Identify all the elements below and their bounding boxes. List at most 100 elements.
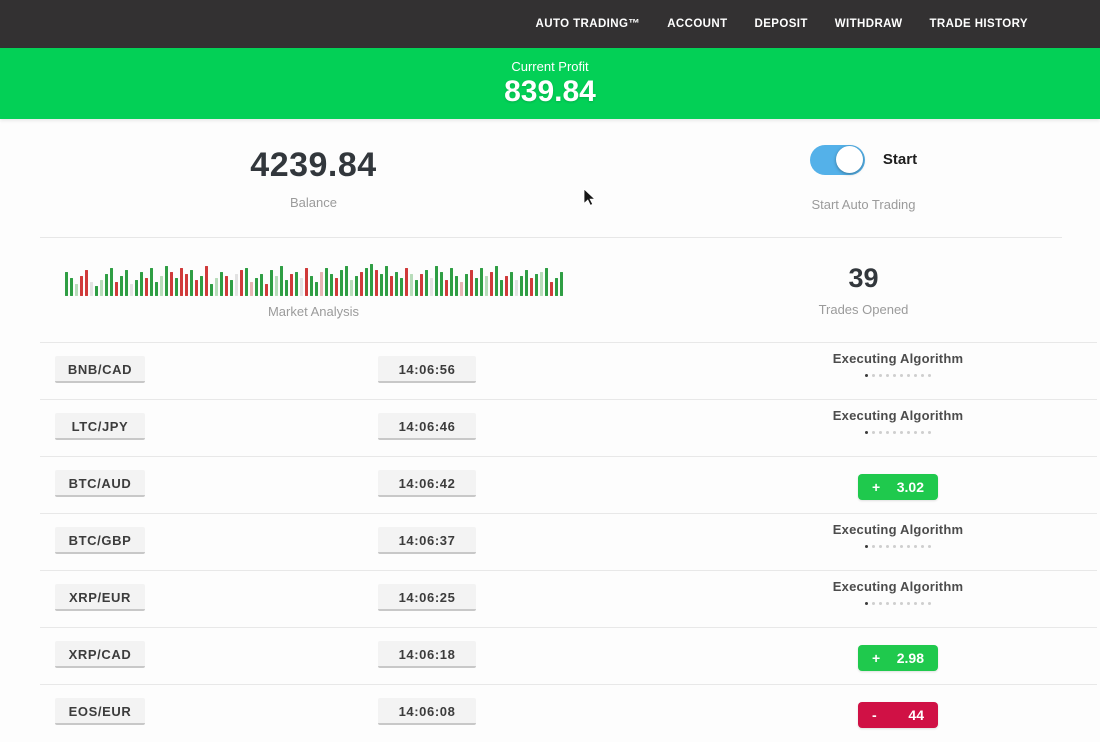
time-badge: 14:06:18 <box>378 641 476 668</box>
market-bar <box>229 279 233 296</box>
progress-dots <box>865 374 931 377</box>
market-bar <box>359 271 363 296</box>
time-badge: 14:06:42 <box>378 470 476 497</box>
nav-item-deposit[interactable]: DEPOSIT <box>754 18 808 30</box>
market-bar <box>204 265 208 296</box>
market-bar <box>394 271 398 296</box>
market-bar <box>384 265 388 296</box>
profit-banner-label: Current Profit <box>511 59 589 74</box>
market-bar <box>99 279 103 296</box>
market-bar <box>374 269 378 296</box>
toggle-label: Start <box>882 151 918 168</box>
market-bar <box>544 267 548 296</box>
market-bar <box>109 267 113 296</box>
market-bar <box>119 275 123 296</box>
market-row: Market Analysis 39 Trades Opened <box>0 238 1100 342</box>
market-bar <box>329 273 333 296</box>
market-analysis-chart <box>64 262 563 296</box>
market-bar <box>124 269 128 296</box>
executing-status-label: Executing Algorithm <box>832 579 964 594</box>
market-bar <box>364 267 368 296</box>
nav-item-account[interactable]: ACCOUNT <box>667 18 728 30</box>
market-bar <box>149 267 153 296</box>
market-bar <box>439 271 443 296</box>
section-divider <box>40 237 1062 238</box>
result-sign: + <box>872 479 881 495</box>
pair-badge: BTC/GBP <box>55 527 145 554</box>
auto-trading-toggle[interactable] <box>809 144 865 175</box>
pair-badge: XRP/EUR <box>55 584 145 611</box>
market-bar <box>179 267 183 296</box>
market-bar <box>134 279 138 296</box>
market-bar <box>334 277 338 296</box>
market-bar <box>344 265 348 296</box>
market-bar <box>174 277 178 296</box>
market-bar <box>534 273 538 296</box>
market-bar <box>504 275 508 296</box>
table-row: EOS/EUR 14:06:08 - 44 <box>0 684 1100 741</box>
result-amount: 3.02 <box>896 479 924 495</box>
time-badge: 14:06:37 <box>378 527 476 554</box>
market-bar <box>379 273 383 296</box>
market-bar <box>449 267 453 296</box>
status-cell: Executing Algorithm <box>758 522 1038 548</box>
market-bar <box>519 275 523 296</box>
market-bar <box>409 273 413 296</box>
market-bar <box>324 267 328 296</box>
market-bar <box>169 271 173 296</box>
market-bar <box>419 273 423 296</box>
market-bar <box>259 273 263 296</box>
profit-badge: +2.98 <box>858 645 938 671</box>
market-bar <box>264 283 268 296</box>
result-amount: 2.98 <box>896 650 924 666</box>
table-row: BTC/AUD 14:06:42 +3.02 <box>0 456 1100 513</box>
status-cell: Executing Algorithm <box>758 351 1038 377</box>
market-bar <box>159 275 163 296</box>
market-bar <box>499 279 503 296</box>
market-bar <box>234 273 238 296</box>
market-bar <box>239 269 243 296</box>
balance-value: 4239.84 <box>250 146 377 184</box>
market-bar <box>94 285 98 296</box>
pair-badge: LTC/JPY <box>55 413 145 440</box>
market-bar <box>64 271 68 296</box>
market-bar <box>464 273 468 296</box>
executing-status-label: Executing Algorithm <box>832 408 964 423</box>
market-bar <box>224 275 228 296</box>
market-bar <box>469 269 473 296</box>
status-cell: Executing Algorithm <box>758 408 1038 434</box>
market-bar <box>304 267 308 296</box>
market-bar <box>509 271 513 296</box>
market-bar <box>104 273 108 296</box>
time-badge: 14:06:25 <box>378 584 476 611</box>
nav-item-auto-trading[interactable]: AUTO TRADING™ <box>535 18 641 30</box>
market-bar <box>209 283 213 296</box>
market-bar <box>164 265 168 296</box>
nav-item-trade-history[interactable]: TRADE HISTORY <box>929 18 1028 30</box>
market-bar <box>474 277 478 296</box>
market-bar <box>79 275 83 296</box>
market-bar <box>339 269 343 296</box>
market-bar <box>114 281 118 296</box>
market-bar <box>69 277 73 296</box>
market-analysis-label: Market Analysis <box>267 303 360 319</box>
market-bar <box>414 279 418 296</box>
table-row: BTC/GBP 14:06:37 Executing Algorithm <box>0 513 1100 570</box>
result-amount: 44 <box>908 707 924 723</box>
market-bar <box>289 273 293 296</box>
market-bar <box>389 275 393 296</box>
market-bar <box>299 277 303 296</box>
market-bar <box>444 279 448 296</box>
pair-badge: EOS/EUR <box>55 698 145 725</box>
market-bar <box>424 269 428 296</box>
nav-item-withdraw[interactable]: WITHDRAW <box>834 18 903 30</box>
market-bar <box>129 283 133 296</box>
time-badge: 14:06:08 <box>378 698 476 725</box>
market-bar <box>219 271 223 296</box>
time-badge: 14:06:46 <box>378 413 476 440</box>
trades-opened-value: 39 <box>848 263 879 293</box>
market-bar <box>489 271 493 296</box>
market-bar <box>319 271 323 296</box>
market-bar <box>89 281 93 296</box>
market-bar <box>144 277 148 296</box>
